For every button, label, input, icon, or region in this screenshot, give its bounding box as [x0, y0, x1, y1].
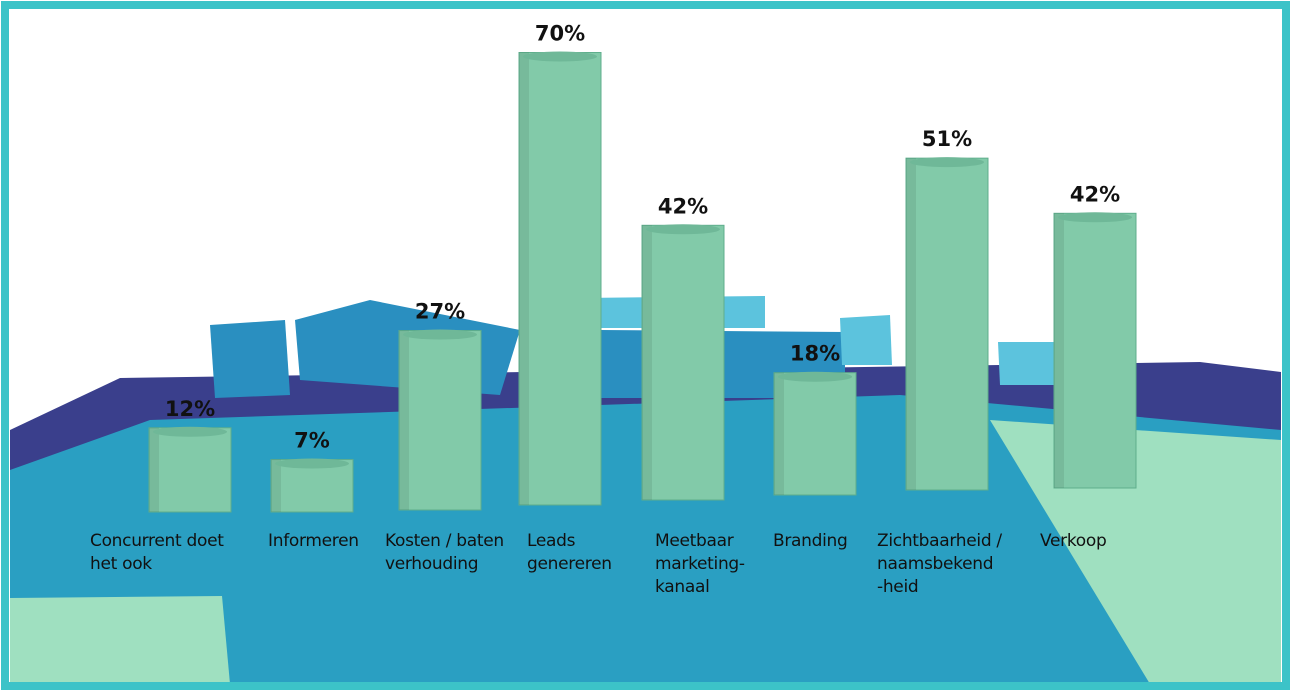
value-label: 7% — [294, 429, 330, 453]
bar — [1053, 212, 1137, 489]
category-label: Zichtbaarheid / naamsbekend -heid — [877, 531, 1002, 597]
deco-block — [998, 342, 1058, 385]
value-label: 70% — [535, 22, 585, 46]
value-label: 42% — [658, 194, 708, 218]
value-label: 12% — [165, 397, 215, 421]
category-label: Verkoop — [1040, 531, 1107, 551]
bar-shade — [906, 158, 916, 490]
bar-shade — [774, 372, 784, 495]
category-label: Branding — [773, 531, 848, 551]
category-label: Leads genereren — [527, 531, 612, 574]
bar — [641, 224, 725, 501]
deco-block — [210, 320, 290, 398]
bar — [773, 372, 857, 496]
deco-block — [840, 315, 892, 365]
bar — [905, 157, 989, 491]
bar — [148, 427, 232, 513]
value-label: 18% — [790, 342, 840, 366]
bar-shade — [519, 52, 529, 505]
category-label: Kosten / baten verhouding — [385, 531, 504, 574]
bar — [398, 330, 482, 511]
category-label: Concurrent doet het ook — [90, 531, 224, 574]
floor-accent — [10, 596, 230, 684]
value-label: 27% — [415, 300, 465, 324]
bar-top — [778, 371, 852, 382]
value-label: 51% — [922, 127, 972, 151]
bar-top — [646, 224, 720, 235]
bar-shade — [1054, 213, 1064, 489]
bar-shade — [399, 330, 409, 510]
bar — [518, 52, 602, 506]
bar-shade — [642, 225, 652, 501]
category-label: Meetbaar marketing- kanaal — [655, 531, 745, 597]
bar-top — [910, 157, 984, 168]
bar-top — [523, 51, 597, 62]
bar-top — [153, 426, 227, 437]
value-label: 42% — [1070, 182, 1120, 206]
category-label: Informeren — [268, 531, 359, 551]
bar-top — [403, 329, 477, 340]
bar-top — [1058, 212, 1132, 223]
bar-shade — [271, 459, 281, 512]
bar-shade — [149, 427, 159, 512]
bar-top — [275, 458, 349, 469]
